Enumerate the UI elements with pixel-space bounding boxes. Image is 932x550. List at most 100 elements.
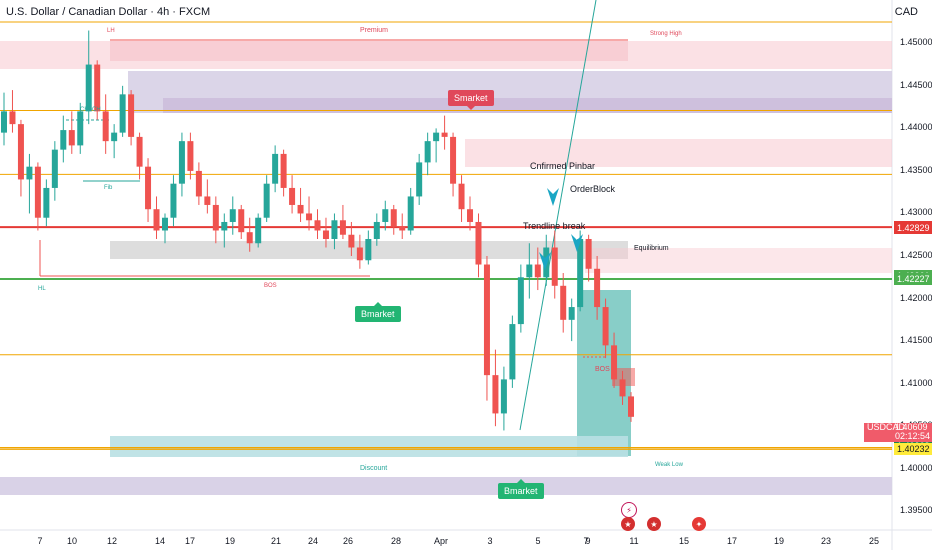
candle-body <box>51 149 58 188</box>
price-tag-t6: 1.40232 <box>894 442 932 455</box>
time-tick-label: Apr <box>433 536 449 546</box>
orderblock-annotation[interactable]: OrderBlock <box>570 184 616 194</box>
candle-body <box>128 94 135 137</box>
time-tick-label: 17 <box>726 536 738 546</box>
discount-zone <box>110 436 628 457</box>
time-tick-label: 19 <box>224 536 236 546</box>
bos-label-2: BOS <box>595 366 610 373</box>
time-tick-label: 9 <box>585 536 591 546</box>
supply-zone-top <box>110 41 628 61</box>
bmarket-badge-bottom[interactable]: Bmarket <box>498 479 544 499</box>
candle-body <box>475 221 482 265</box>
time-tick-label: 11 <box>629 536 639 546</box>
candle-body <box>619 379 626 397</box>
candle-body <box>399 226 406 231</box>
candle-body <box>492 375 499 414</box>
smarket-badge[interactable]: Smarket <box>448 90 494 110</box>
candle-body <box>602 307 609 346</box>
trendline <box>519 0 597 431</box>
bar-countdown: 02:12:54 <box>895 431 931 441</box>
time-tick-label: 23 <box>820 536 832 546</box>
price-tick-label: 1.41500 <box>900 335 932 346</box>
price-tick-label: 1.42500 <box>900 250 932 260</box>
candle-body <box>517 277 524 325</box>
discount-label: Discount <box>360 465 388 472</box>
time-tick-label: 7 <box>583 536 589 546</box>
candle-body <box>297 204 304 214</box>
price-tick-label: 1.39500 <box>900 505 932 516</box>
candle-body <box>60 130 67 150</box>
candle-body <box>331 220 338 239</box>
price-tick-label: 1.42000 <box>900 292 932 303</box>
candle-body <box>306 213 313 221</box>
bmarket-badge[interactable]: Bmarket <box>355 302 401 322</box>
candle-body <box>161 217 168 231</box>
candle-body <box>145 166 152 210</box>
candle-body <box>373 221 380 239</box>
candle-body <box>204 196 211 205</box>
price-tag-t4: 1.42227 <box>894 273 932 286</box>
symbol-price-tag: USDCAD1.40609 02:12:54 <box>864 423 932 442</box>
candle-body <box>467 209 474 222</box>
candle-body <box>509 324 516 380</box>
candle-body <box>102 111 109 142</box>
candle-body <box>26 166 33 180</box>
candle-body <box>94 64 101 112</box>
weak-low-label: Weak Low <box>655 462 683 468</box>
bos-label-1: BOS <box>264 283 277 289</box>
candle-body <box>34 166 41 218</box>
candle-body <box>77 111 84 146</box>
lightning-icon[interactable]: ⚡ <box>621 502 637 518</box>
time-tick-label: 21 <box>270 536 282 546</box>
candle-body <box>407 196 414 231</box>
price-tick-label: 1.45000 <box>900 37 932 48</box>
candle-body <box>238 209 245 233</box>
confirmed-pinbar-annotation[interactable]: Cnfirmed Pinbar <box>530 161 596 171</box>
hl-label: HL <box>38 286 46 292</box>
candle-body <box>526 264 533 278</box>
candle-body <box>1 111 7 133</box>
candle-body <box>390 209 397 227</box>
candle-body <box>382 209 389 222</box>
candle-body <box>611 345 618 380</box>
price-tick-label: 1.44500 <box>900 79 932 90</box>
supply-zone-low <box>585 248 892 273</box>
equilibrium-label: Equilibrium <box>634 245 669 252</box>
candle-body <box>450 136 457 184</box>
candle-body <box>111 132 118 142</box>
price-tick-label: 1.41000 <box>900 377 932 388</box>
candle-body <box>246 232 253 244</box>
position-stop-zone <box>612 368 635 386</box>
arrow-icon <box>539 252 551 270</box>
candle-body <box>119 94 126 133</box>
candle-body <box>212 204 219 231</box>
candle-body <box>9 111 16 125</box>
candle-body <box>424 141 431 163</box>
candle-body <box>280 153 287 188</box>
purple-zone-bottom <box>0 477 892 495</box>
trendline-break-annotation[interactable]: Trendline break <box>523 221 586 231</box>
candle-body <box>153 209 160 231</box>
time-tick-label: 7 <box>37 536 43 546</box>
candle-body <box>272 153 279 184</box>
us-flag-icon[interactable]: ★ <box>621 517 635 531</box>
ca-flag-icon[interactable]: ✦ <box>692 517 706 531</box>
candle-body <box>628 396 634 417</box>
candle-body <box>534 264 541 278</box>
candle-body <box>433 132 440 142</box>
candle-body <box>263 183 270 218</box>
candle-body <box>458 183 465 210</box>
candle-body <box>560 285 567 320</box>
candle-body <box>229 209 236 222</box>
lh-label: LH <box>107 28 115 34</box>
currency-label[interactable]: CAD <box>894 6 918 18</box>
us-flag-icon-2[interactable]: ★ <box>647 517 661 531</box>
candle-body <box>85 64 92 112</box>
time-tick-label: 17 <box>184 536 196 546</box>
chart-title[interactable]: U.S. Dollar / Canadian Dollar · 4h · FXC… <box>6 6 211 18</box>
time-tick-label: 14 <box>154 536 166 546</box>
supply-zone-mid <box>465 139 892 167</box>
price-tick-label: 1.43000 <box>900 207 932 218</box>
